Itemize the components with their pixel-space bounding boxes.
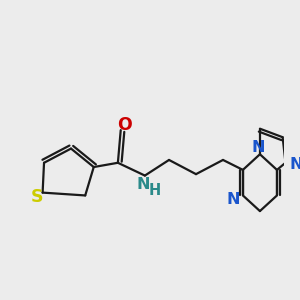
Text: N: N [226, 192, 240, 207]
Text: O: O [117, 116, 131, 134]
Text: N: N [290, 157, 300, 172]
Text: N: N [137, 177, 150, 192]
Text: S: S [31, 188, 44, 206]
Text: H: H [149, 183, 161, 198]
Text: N: N [252, 140, 265, 155]
